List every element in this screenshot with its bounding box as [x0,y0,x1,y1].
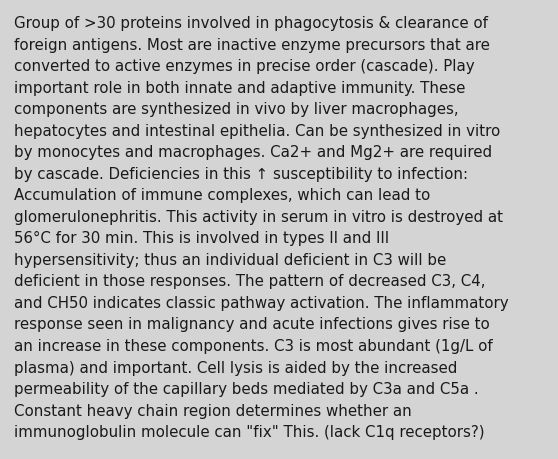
Text: immunoglobulin molecule can "fix" This. (lack C1q receptors?): immunoglobulin molecule can "fix" This. … [14,424,484,439]
Text: an increase in these components. C3 is most abundant (1g/L of: an increase in these components. C3 is m… [14,338,493,353]
Text: converted to active enzymes in precise order (cascade). Play: converted to active enzymes in precise o… [14,59,474,74]
Text: by monocytes and macrophages. Ca2+ and Mg2+ are required: by monocytes and macrophages. Ca2+ and M… [14,145,492,160]
Text: hepatocytes and intestinal epithelia. Can be synthesized in vitro: hepatocytes and intestinal epithelia. Ca… [14,123,500,139]
Text: glomerulonephritis. This activity in serum in vitro is destroyed at: glomerulonephritis. This activity in ser… [14,209,503,224]
Text: hypersensitivity; thus an individual deficient in C3 will be: hypersensitivity; thus an individual def… [14,252,446,267]
Text: and CH50 indicates classic pathway activation. The inflammatory: and CH50 indicates classic pathway activ… [14,295,508,310]
Text: components are synthesized in vivo by liver macrophages,: components are synthesized in vivo by li… [14,102,459,117]
Text: 56°C for 30 min. This is involved in types II and III: 56°C for 30 min. This is involved in typ… [14,231,389,246]
Text: response seen in malignancy and acute infections gives rise to: response seen in malignancy and acute in… [14,317,490,332]
Text: Accumulation of immune complexes, which can lead to: Accumulation of immune complexes, which … [14,188,430,203]
Text: foreign antigens. Most are inactive enzyme precursors that are: foreign antigens. Most are inactive enzy… [14,38,490,52]
Text: permeability of the capillary beds mediated by C3a and C5a .: permeability of the capillary beds media… [14,381,479,396]
Text: Group of >30 proteins involved in phagocytosis & clearance of: Group of >30 proteins involved in phagoc… [14,16,488,31]
Text: by cascade. Deficiencies in this ↑ susceptibility to infection:: by cascade. Deficiencies in this ↑ susce… [14,167,468,181]
Text: Constant heavy chain region determines whether an: Constant heavy chain region determines w… [14,403,412,418]
Text: plasma) and important. Cell lysis is aided by the increased: plasma) and important. Cell lysis is aid… [14,360,458,375]
Text: important role in both innate and adaptive immunity. These: important role in both innate and adapti… [14,80,465,95]
Text: deficient in those responses. The pattern of decreased C3, C4,: deficient in those responses. The patter… [14,274,485,289]
